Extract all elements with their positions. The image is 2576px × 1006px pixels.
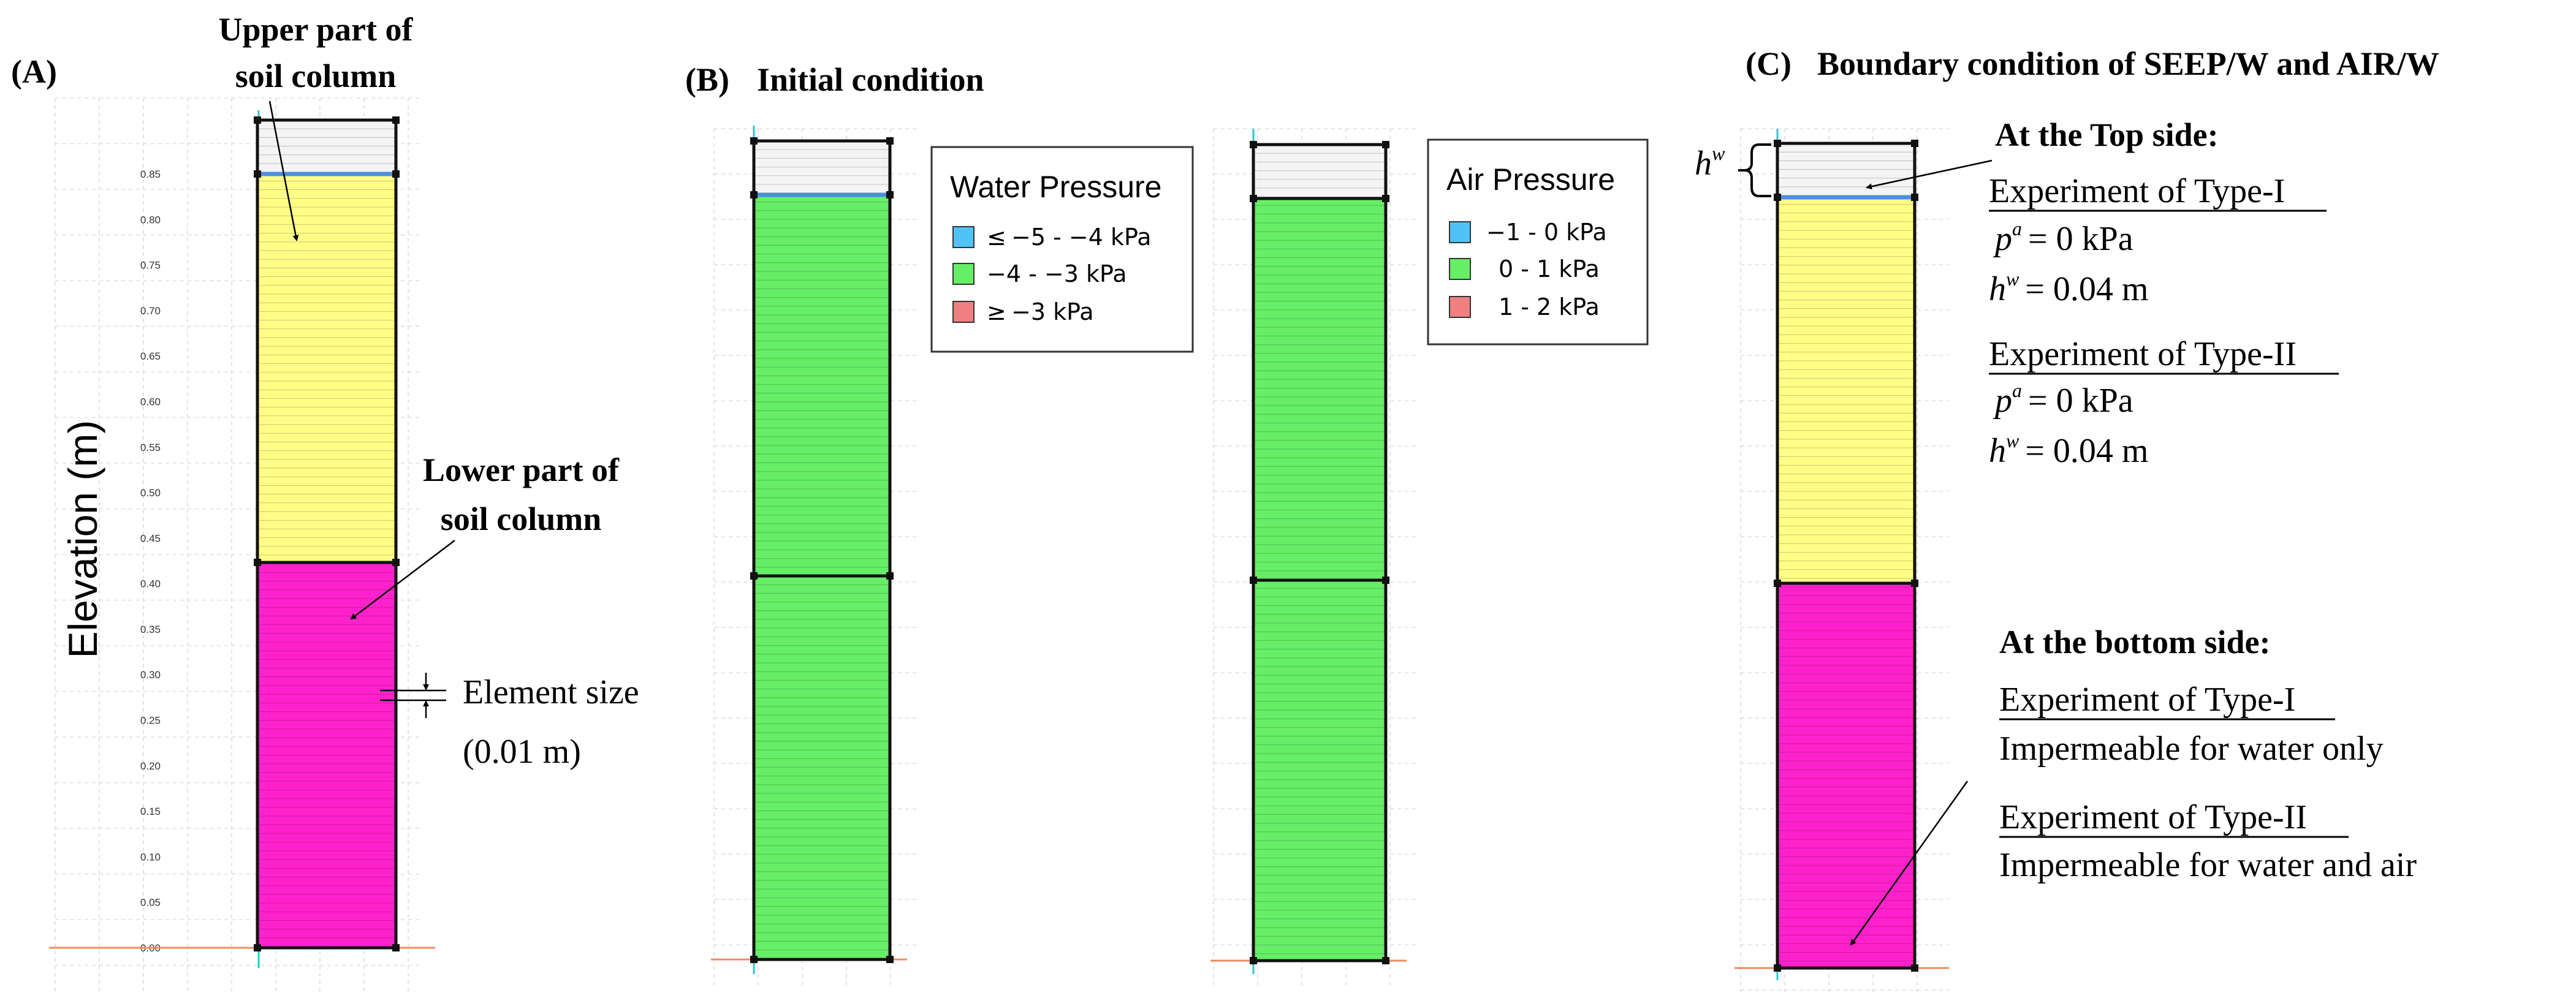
panel-c-title: Boundary condition of SEEP/W and AIR/W [1817, 45, 2439, 82]
water-legend-text-3: −3 kPa [1011, 298, 1094, 325]
y-tick-label: 0.25 [140, 715, 161, 727]
upper-part-label-line2: soil column [235, 58, 397, 94]
top-type1-title: Experiment of Type-I [1989, 172, 2285, 210]
y-tick-label: 0.20 [140, 760, 161, 772]
element-size-label: Element size [463, 673, 639, 711]
upper-soil-layer-c [1777, 197, 1915, 583]
column-outline-c [1776, 142, 1917, 970]
air-legend-swatch-3 [1449, 296, 1471, 318]
panel-c-label: (C) [1746, 45, 1791, 82]
water-legend-swatch-2 [952, 263, 975, 285]
lower-soil-layer [257, 562, 396, 948]
y-tick-label: 0.40 [140, 578, 161, 590]
top-type2-pa: pa = 0 kPa [1993, 379, 2133, 420]
upper-part-arrow [268, 100, 299, 241]
water-legend-title: Water Pressure [950, 170, 1161, 204]
column-nodes-c [1774, 140, 1918, 972]
top-type1-hw: hw = 0.04 m [1989, 268, 2148, 308]
y-tick-label: 0.15 [140, 806, 161, 817]
water-pressure-legend: Water Pressure ≤ −5 - −4 kPa −4 - −3 kPa… [930, 146, 1194, 353]
water-legend-swatch-3 [952, 301, 975, 323]
lower-part-label-line2: soil column [441, 501, 602, 537]
top-type2-title: Experiment of Type-II [1989, 335, 2297, 373]
column-nodes [254, 116, 400, 951]
y-tick-label: 0.45 [140, 532, 161, 544]
top-type2-hw: hw = 0.04 m [1989, 429, 2148, 470]
water-legend-text-1: −5 - −4 kPa [1011, 224, 1151, 251]
air-legend-swatch-2 [1449, 258, 1471, 280]
lower-part-arrow [350, 540, 455, 620]
air-legend-text-1: −1 - 0 kPa [1486, 219, 1607, 246]
column-nodes-b1 [750, 137, 894, 963]
upper-soil-layer [257, 174, 396, 562]
bottom-side-header: At the bottom side: [1999, 624, 2270, 660]
y-tick-label: 0.85 [140, 168, 161, 180]
panel-a-label: (A) [11, 53, 57, 90]
water-legend-text-2: −4 - −3 kPa [987, 260, 1127, 287]
y-tick-label: 0.70 [140, 305, 161, 317]
ponding-zone-b1 [754, 141, 890, 195]
air-legend-swatch-1 [1449, 221, 1471, 243]
water-legend-swatch-1 [952, 226, 975, 248]
bottom-type1-text: Impermeable for water only [1999, 730, 2384, 768]
air-legend-text-2: 0 - 1 kPa [1499, 255, 1600, 282]
air-pressure-legend: Air Pressure −1 - 0 kPa 0 - 1 kPa 1 - 2 … [1427, 138, 1649, 346]
water-legend-symbol-1: ≤ [987, 224, 1006, 251]
hw-symbol: hw [1695, 142, 1725, 183]
top-side-arrow [1866, 159, 1993, 190]
element-size-value: (0.01 m) [463, 733, 581, 771]
y-tick-label: 0.60 [140, 396, 161, 407]
y-tick-label: 0.65 [140, 350, 161, 362]
panel-b: (B) Initial condition Water Pressure ≤ −… [685, 61, 1649, 986]
y-tick-label: 0.30 [140, 669, 161, 681]
column-nodes-b2 [1250, 141, 1389, 964]
bottom-type1-title: Experiment of Type-I [1999, 681, 2295, 719]
top-type1-pa: pa = 0 kPa [1993, 217, 2133, 258]
y-axis-label: Elevation (m) [60, 420, 105, 659]
y-tick-label: 0.80 [140, 214, 161, 225]
air-legend-text-3: 1 - 2 kPa [1499, 293, 1600, 320]
panel-c: (C) Boundary condition of SEEP/W and AIR… [1695, 45, 2439, 993]
hw-brace [1738, 143, 1771, 197]
water-legend-symbol-3: ≥ [987, 298, 1006, 325]
lower-part-label-line1: Lower part of [423, 452, 620, 488]
water-pressure-column [752, 139, 892, 961]
mesh-lines-c [1777, 151, 1915, 962]
mesh-lines [257, 128, 396, 947]
y-tick-label: 0.55 [140, 442, 161, 453]
air-legend-title: Air Pressure [1446, 162, 1615, 197]
lower-soil-layer-c [1777, 583, 1915, 968]
y-tick-label: 0.35 [140, 624, 161, 635]
column-outline [256, 118, 398, 950]
air-pressure-column [1252, 143, 1388, 963]
ponding-zone-c [1777, 143, 1915, 197]
bottom-side-arrow [1850, 781, 1969, 946]
y-axis-ticks: 0.000.050.100.150.200.250.300.350.400.45… [140, 168, 161, 954]
ponding-zone-b2 [1253, 145, 1386, 199]
panel-b-title: Initial condition [757, 61, 984, 98]
y-tick-label: 0.05 [140, 897, 161, 909]
bottom-type2-text: Impermeable for water and air [1999, 846, 2417, 884]
top-side-header: At the Top side: [1995, 116, 2219, 153]
panel-b-label: (B) [685, 61, 729, 98]
bottom-type2-title: Experiment of Type-II [1999, 798, 2307, 836]
y-tick-label: 0.75 [140, 260, 161, 271]
ponding-zone [257, 120, 396, 174]
upper-part-label-line1: Upper part of [219, 11, 414, 48]
panel-a: (A) Elevation (m) 0.000.050.100.150.200.… [11, 11, 639, 993]
y-tick-label: 0.50 [140, 487, 161, 499]
y-tick-label: 0.10 [140, 851, 161, 863]
